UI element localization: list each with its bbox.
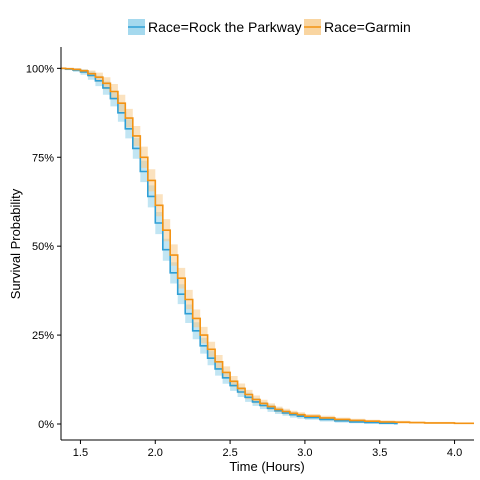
survival-lines <box>61 67 474 425</box>
survival-line-garmin <box>61 67 474 425</box>
y-tick-label: 100% <box>26 63 54 75</box>
x-tick-label: 3.0 <box>297 447 312 459</box>
legend: Race=Rock the Parkway Race=Garmin <box>128 19 411 35</box>
axes: 1.5 2.0 2.5 3.0 3.5 4.0 0% 25% 50% 75% 100% <box>26 47 474 459</box>
x-tick-label: 2.5 <box>222 447 237 459</box>
confidence-bands <box>61 68 474 425</box>
legend-item-rock-the-parkway: Race=Rock the Parkway <box>128 19 302 35</box>
y-axis-title: Survival Probability <box>8 188 23 299</box>
y-tick-label: 75% <box>32 152 54 164</box>
y-tick-label: 25% <box>32 330 54 342</box>
x-tick-label: 1.5 <box>73 447 88 459</box>
x-tick-label: 2.0 <box>148 447 163 459</box>
legend-label: Race=Garmin <box>324 19 411 35</box>
x-tick-label: 3.5 <box>372 447 387 459</box>
y-tick-label: 0% <box>38 419 54 431</box>
legend-label: Race=Rock the Parkway <box>148 19 302 35</box>
legend-item-garmin: Race=Garmin <box>304 19 411 35</box>
x-axis-title: Time (Hours) <box>229 459 304 474</box>
y-tick-label: 50% <box>32 241 54 253</box>
x-tick-label: 4.0 <box>447 447 462 459</box>
